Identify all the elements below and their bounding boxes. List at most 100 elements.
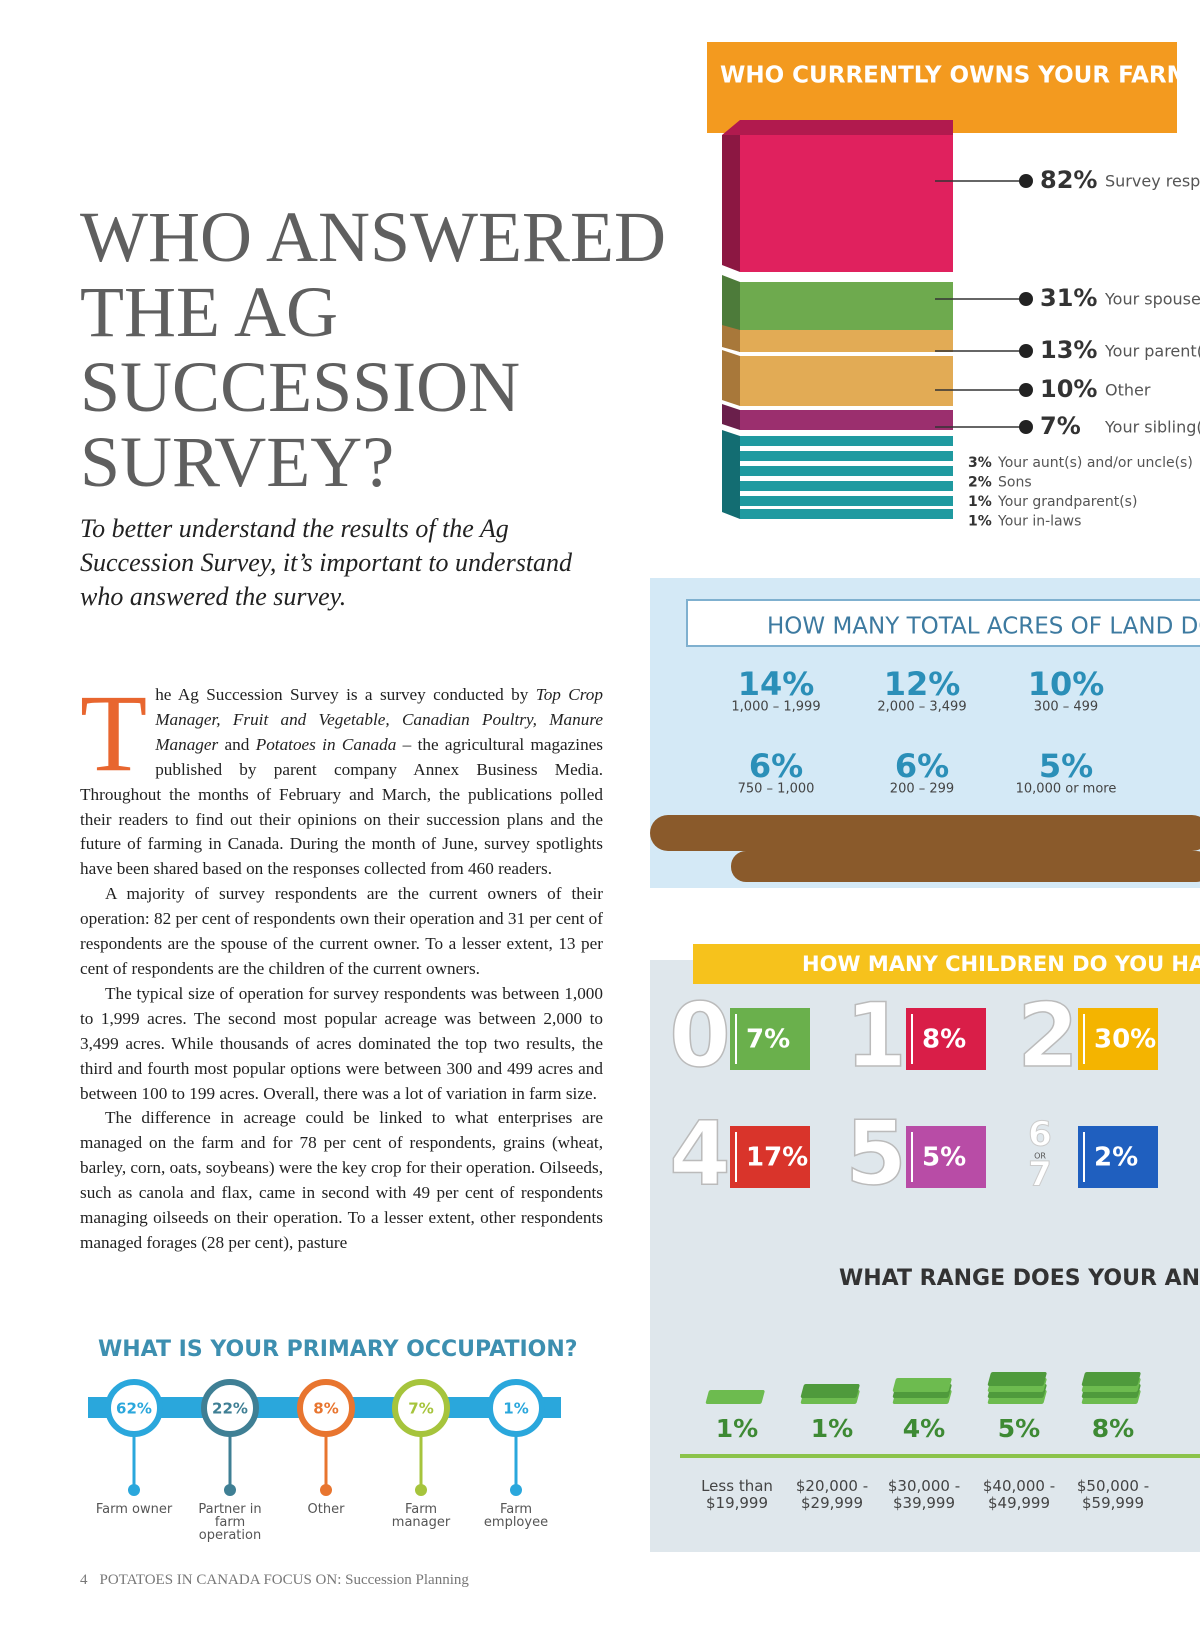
- money-icon: [987, 1372, 1047, 1386]
- owner-label: Other: [1105, 381, 1151, 400]
- owner-minor-label: Sons: [998, 475, 1032, 491]
- owner-value: 7%: [1040, 412, 1081, 440]
- owner-value: 10%: [1040, 375, 1097, 403]
- occupation-ring: [392, 1379, 450, 1437]
- page-number: 4: [80, 1572, 88, 1588]
- acres-value: 10%: [1028, 665, 1105, 703]
- leader-dot: [1019, 420, 1033, 434]
- income-title: WHAT RANGE DOES YOUR ANNUA: [839, 1266, 1200, 1291]
- child-box: [1078, 1126, 1158, 1188]
- income-label: Less than $19,999: [701, 1477, 773, 1512]
- footer: 4 POTATOES IN CANADA FOCUS ON: Succession…: [80, 1572, 481, 1589]
- acres-value: 12%: [884, 665, 961, 703]
- occupation-stem-dot: [320, 1484, 332, 1496]
- acres-label: 2,000 – 3,499: [877, 700, 966, 715]
- money-icon: [892, 1378, 952, 1392]
- occupation-value: 22%: [212, 1400, 248, 1418]
- owner-minor-label: Your grandparent(s): [997, 494, 1137, 510]
- occupation-label: Farm employee: [483, 1502, 549, 1530]
- child-count: 6: [1028, 1115, 1052, 1155]
- occupation-value: 8%: [313, 1400, 338, 1418]
- owner-value: 31%: [1040, 284, 1097, 312]
- child-box: [906, 1126, 986, 1188]
- paragraph: The typical size of operation for survey…: [80, 982, 603, 1107]
- money-icon: [705, 1390, 765, 1404]
- child-count: 7: [1028, 1155, 1052, 1195]
- owner-minor-value: 1%: [968, 514, 992, 530]
- child-value: 2%: [1094, 1143, 1138, 1173]
- child-count: 0: [669, 984, 730, 1087]
- owner-minor-value: 2%: [968, 475, 992, 491]
- text-run: The typical size of operation for survey…: [80, 983, 603, 1103]
- acres-label: 1,000 – 1,999: [731, 700, 820, 715]
- owner-label: Your sibling(s): [1104, 418, 1200, 437]
- text-run: A majority of survey respondents are the…: [80, 884, 603, 978]
- owner-minor-value: 3%: [968, 455, 992, 471]
- owner-label: Your spouse: [1104, 290, 1200, 309]
- soil: [650, 815, 1200, 851]
- acres-value: 14%: [738, 665, 815, 703]
- income-label: $20,000 - $29,999: [795, 1477, 869, 1512]
- occupation-ring: [297, 1379, 355, 1437]
- acres-value: 6%: [895, 747, 949, 785]
- text-run: he Ag Succession Survey is a survey cond…: [155, 685, 536, 704]
- occupation-label: Farm manager: [391, 1502, 451, 1530]
- leader-dot: [1019, 174, 1033, 188]
- child-value: 7%: [746, 1025, 790, 1055]
- occupation-stem-dot: [415, 1484, 427, 1496]
- text-run: Top Crop Manager, Fruit and Vegetable, C…: [155, 685, 603, 754]
- acres-label: 10,000 or more: [1016, 782, 1117, 797]
- drop-cap: T: [80, 672, 148, 794]
- acres-value: 5%: [1039, 747, 1093, 785]
- owner-label: Survey resp: [1105, 172, 1200, 191]
- acres-label: 750 – 1,000: [738, 782, 815, 797]
- money-icon: [1081, 1372, 1141, 1386]
- income-label: $30,000 - $39,999: [887, 1477, 961, 1512]
- child-count: 2: [1017, 984, 1078, 1087]
- title: WHO ANSWERED THE AG SUCCESSION SURVEY?: [80, 197, 666, 502]
- text-run: Potatoes in Canada: [255, 734, 397, 754]
- child-box: [730, 1008, 810, 1070]
- income-value: 8%: [1092, 1414, 1134, 1443]
- occupation-value: 7%: [408, 1400, 433, 1418]
- soil: [731, 851, 1200, 882]
- subtitle: To better understand the results of the …: [80, 514, 573, 611]
- leader-dot: [1019, 292, 1033, 306]
- paragraph: The difference in acreage could be linke…: [80, 1106, 603, 1255]
- child-count: 4: [669, 1102, 730, 1205]
- text-run: The difference in acreage could be linke…: [80, 1108, 603, 1252]
- acres-value: 6%: [749, 747, 803, 785]
- leader-dot: [1019, 344, 1033, 358]
- text-run: – the agricultural magazines published b…: [80, 734, 603, 879]
- acres-title: HOW MANY TOTAL ACRES OF LAND DO: [767, 614, 1200, 640]
- income-label: $50,000 - $59,999: [1076, 1477, 1150, 1512]
- occupation-label: Farm owner: [95, 1502, 173, 1517]
- children-title: HOW MANY CHILDREN DO YOU HAVE?: [802, 952, 1200, 976]
- text-run: and: [218, 734, 256, 754]
- owner-minor-value: 1%: [968, 494, 992, 510]
- occupation-stem-dot: [128, 1484, 140, 1496]
- owner-label: Your parent(: [1104, 342, 1200, 361]
- footer-text: POTATOES IN CANADA FOCUS ON: Succession …: [99, 1572, 469, 1588]
- income-value: 1%: [811, 1414, 853, 1443]
- child-box: [730, 1126, 810, 1188]
- income-label: $40,000 - $49,999: [982, 1477, 1056, 1512]
- occupation-stem-dot: [510, 1484, 522, 1496]
- paragraph: he Ag Succession Survey is a survey cond…: [80, 683, 603, 882]
- occupation-value: 62%: [116, 1400, 152, 1418]
- child-value: 8%: [922, 1025, 966, 1055]
- child-box: [906, 1008, 986, 1070]
- child-value: 30%: [1094, 1025, 1156, 1055]
- owner-minor-label: Your in-laws: [997, 514, 1081, 530]
- owner-value: 82%: [1040, 166, 1097, 194]
- occupation-value: 1%: [503, 1400, 528, 1418]
- child-value: 5%: [922, 1143, 966, 1173]
- child-count: 5: [845, 1102, 906, 1205]
- child-or: OR: [1034, 1152, 1046, 1161]
- acres-label: 300 – 499: [1034, 700, 1098, 715]
- child-value: 17%: [746, 1143, 808, 1173]
- owner-value: 13%: [1040, 336, 1097, 364]
- ownership-title: WHO CURRENTLY OWNS YOUR FARM?: [720, 63, 1200, 89]
